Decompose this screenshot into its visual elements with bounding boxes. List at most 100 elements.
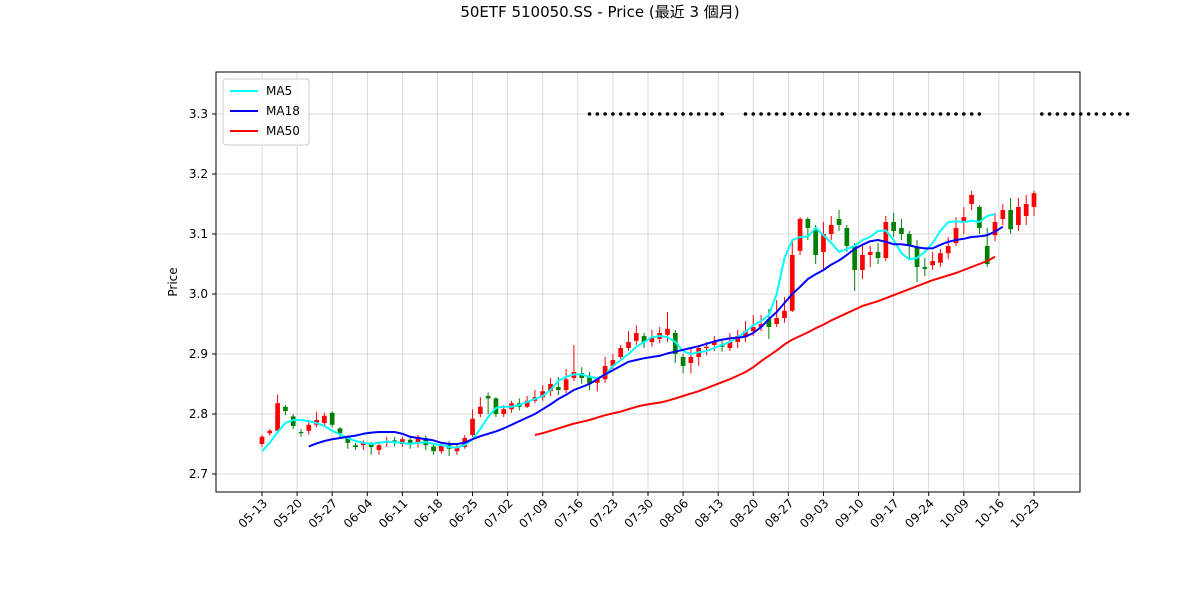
signal-marker-dot xyxy=(665,112,670,116)
candle-body xyxy=(501,409,507,414)
y-axis-ticks: 2.7 2.8 2.9 3.0 3.1 3.2 3.3 xyxy=(189,107,216,481)
candle-body xyxy=(493,398,499,414)
signal-marker-dot xyxy=(1094,112,1099,116)
signal-marker-dot xyxy=(860,112,865,116)
signal-marker-dot xyxy=(790,112,795,116)
candle-body xyxy=(977,207,982,228)
candle-body xyxy=(470,418,475,435)
candle-body xyxy=(633,333,639,341)
candle-body xyxy=(899,228,904,234)
chart-title: 50ETF 510050.SS - Price (最近 3 個月) xyxy=(460,3,739,21)
candle-body xyxy=(322,415,327,423)
signal-marker-dot xyxy=(782,112,787,116)
candle-body xyxy=(805,219,811,228)
signal-marker-dot xyxy=(673,112,678,116)
signal-marker-dot xyxy=(681,112,685,116)
signal-marker-dot xyxy=(938,112,943,116)
candle-body xyxy=(953,228,959,243)
signal-marker-dot xyxy=(650,112,654,116)
signal-marker-dot xyxy=(977,112,982,116)
signal-marker-dot xyxy=(657,112,662,116)
candle-body xyxy=(415,436,421,443)
candle-body xyxy=(938,253,943,263)
legend: MA5 MA18 MA50 xyxy=(222,78,310,146)
y-tick-label: 3.0 xyxy=(189,287,208,301)
signal-marker-dot xyxy=(798,112,802,116)
candle-body xyxy=(649,337,655,342)
signal-marker-dot xyxy=(1117,112,1122,116)
candle-body xyxy=(400,439,405,444)
candle-body xyxy=(337,428,343,434)
candle-body xyxy=(766,319,772,327)
signal-marker-dot xyxy=(595,112,600,116)
candle-body xyxy=(306,424,312,431)
candle-body xyxy=(836,219,842,225)
signal-marker-dot xyxy=(899,112,904,116)
candle-body xyxy=(891,222,896,231)
candle-body xyxy=(1008,210,1013,230)
candle-body xyxy=(922,267,928,269)
signal-marker-dot xyxy=(837,112,841,116)
signal-marker-dot xyxy=(946,112,951,116)
candle-body xyxy=(439,445,444,452)
signal-marker-dot xyxy=(954,112,958,116)
candle-body xyxy=(579,373,585,378)
signal-marker-dot xyxy=(923,112,927,116)
signal-marker-dot xyxy=(829,112,834,116)
candle-body xyxy=(945,246,951,254)
signal-marker-dot xyxy=(611,112,615,116)
candle-body xyxy=(992,222,998,236)
candle-body xyxy=(727,342,733,348)
candle-body xyxy=(844,228,850,246)
candle-body xyxy=(563,379,569,390)
signal-marker-dot xyxy=(743,112,748,116)
candle-body xyxy=(555,387,561,390)
signal-marker-dot xyxy=(891,112,896,116)
signal-marker-dot xyxy=(603,112,607,116)
candle-body xyxy=(906,234,912,246)
candle-body xyxy=(353,445,358,447)
signal-marker-dot xyxy=(1039,112,1044,116)
series-line-ma5 xyxy=(261,213,996,452)
signal-marker-dot xyxy=(1047,112,1052,116)
candle-body xyxy=(602,366,608,380)
candle-body xyxy=(883,222,889,258)
signal-marker-dot xyxy=(1102,112,1106,116)
y-tick-label: 3.3 xyxy=(189,107,208,121)
candle-body xyxy=(361,442,366,446)
candle-body xyxy=(1000,210,1006,219)
signal-marker-dot xyxy=(884,112,888,116)
candle-body xyxy=(329,412,335,425)
signal-marker-dot xyxy=(1063,112,1067,116)
signal-marker-dot xyxy=(751,112,756,116)
y-tick-label: 3.1 xyxy=(189,227,208,241)
signal-marker-dot xyxy=(868,112,873,116)
candle-body xyxy=(743,331,748,338)
signal-marker-dot xyxy=(774,112,779,116)
candle-body xyxy=(407,439,413,443)
candle-body xyxy=(1031,193,1037,207)
candle-body xyxy=(259,436,265,444)
candle-body xyxy=(782,310,787,318)
candle-body xyxy=(969,195,974,204)
candle-body xyxy=(587,376,592,384)
candle-body xyxy=(1016,207,1021,225)
signal-marker-dot xyxy=(969,112,974,116)
candle-body xyxy=(376,445,382,450)
candle-body xyxy=(711,342,717,345)
signal-marker-dot xyxy=(915,112,919,116)
series-line-ma50 xyxy=(534,255,996,436)
candle-body xyxy=(610,360,616,366)
candle-body xyxy=(431,446,436,452)
signal-marker-dot xyxy=(930,112,935,116)
candle-body xyxy=(524,400,530,407)
signal-markers xyxy=(587,112,1130,116)
candle-body xyxy=(345,436,351,443)
signal-marker-dot xyxy=(720,112,724,116)
candle-body xyxy=(750,327,756,332)
signal-marker-dot xyxy=(767,112,771,116)
candle-body xyxy=(735,336,741,342)
signal-marker-dot xyxy=(907,112,912,116)
candle-body xyxy=(298,432,304,434)
